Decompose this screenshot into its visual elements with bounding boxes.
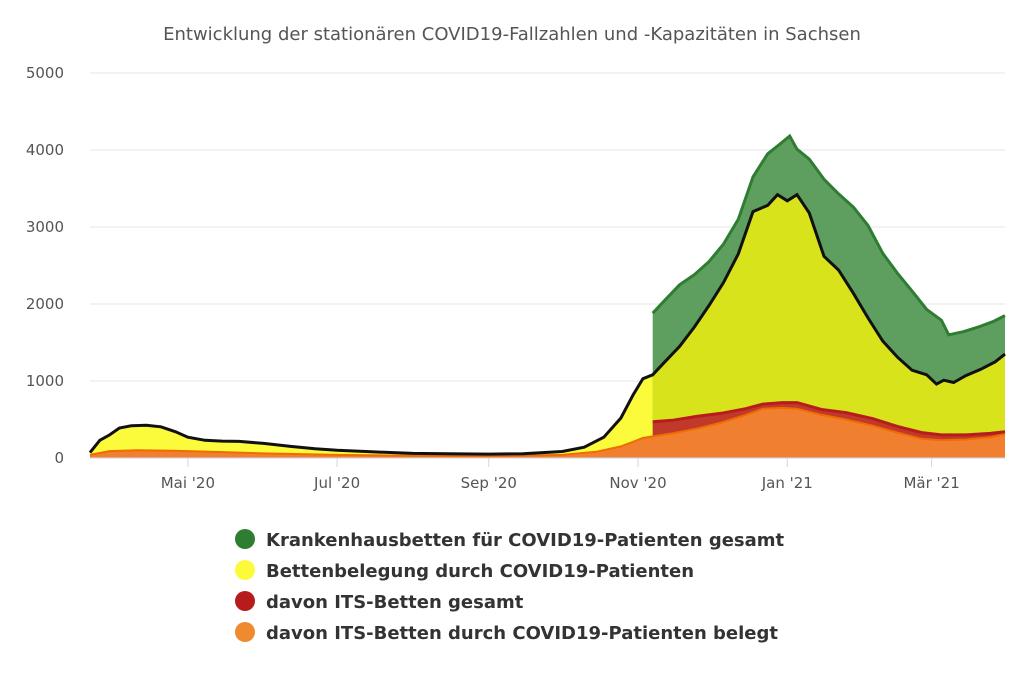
x-tick-label: Sep '20	[461, 474, 517, 492]
y-tick-label: 3000	[26, 218, 64, 236]
x-axis: Mai '20 Jul '20 Sep '20 Nov '20 Jan '21 Mär '…	[90, 457, 1005, 492]
x-tick-label: Nov '20	[609, 474, 666, 492]
line-krankenhausbetten	[651, 133, 1006, 337]
y-tick-label: 2000	[26, 295, 64, 313]
x-tick-label: Jul '20	[313, 474, 360, 492]
plot-area	[88, 133, 1006, 458]
legend-item-label: Bettenbelegung durch COVID19-Patienten	[266, 561, 694, 582]
legend-swatch	[235, 622, 255, 642]
y-tick-label: 4000	[26, 141, 64, 159]
y-axis: 0 1000 2000 3000 4000 5000	[26, 64, 64, 467]
legend-swatch	[235, 591, 255, 611]
legend-item-label: davon ITS-Betten durch COVID19-Patienten…	[266, 623, 778, 644]
chart-title: Entwicklung der stationären COVID19-Fall…	[163, 24, 861, 45]
y-tick-label: 0	[54, 449, 64, 467]
line-bettenbelegung	[88, 192, 1006, 456]
legend-item-label: Krankenhausbetten für COVID19-Patienten …	[266, 530, 785, 551]
y-tick-label: 5000	[26, 64, 64, 82]
area-bettenbelegung-early	[90, 374, 653, 458]
area-its-belegt	[90, 407, 1005, 458]
y-tick-label: 1000	[26, 372, 64, 390]
x-tick-label: Mär '21	[903, 474, 959, 492]
line-its-gesamt	[652, 401, 1006, 437]
line-its-belegt	[89, 406, 1006, 458]
area-bettenbelegung	[652, 194, 1005, 458]
legend-swatch	[235, 529, 255, 549]
legend: Krankenhausbetten für COVID19-Patienten …	[235, 529, 785, 644]
x-tick-label: Mai '20	[161, 474, 215, 492]
legend-swatch	[235, 560, 255, 580]
x-tick-label: Jan '21	[761, 474, 813, 492]
legend-item-label: davon ITS-Betten gesamt	[266, 592, 524, 613]
